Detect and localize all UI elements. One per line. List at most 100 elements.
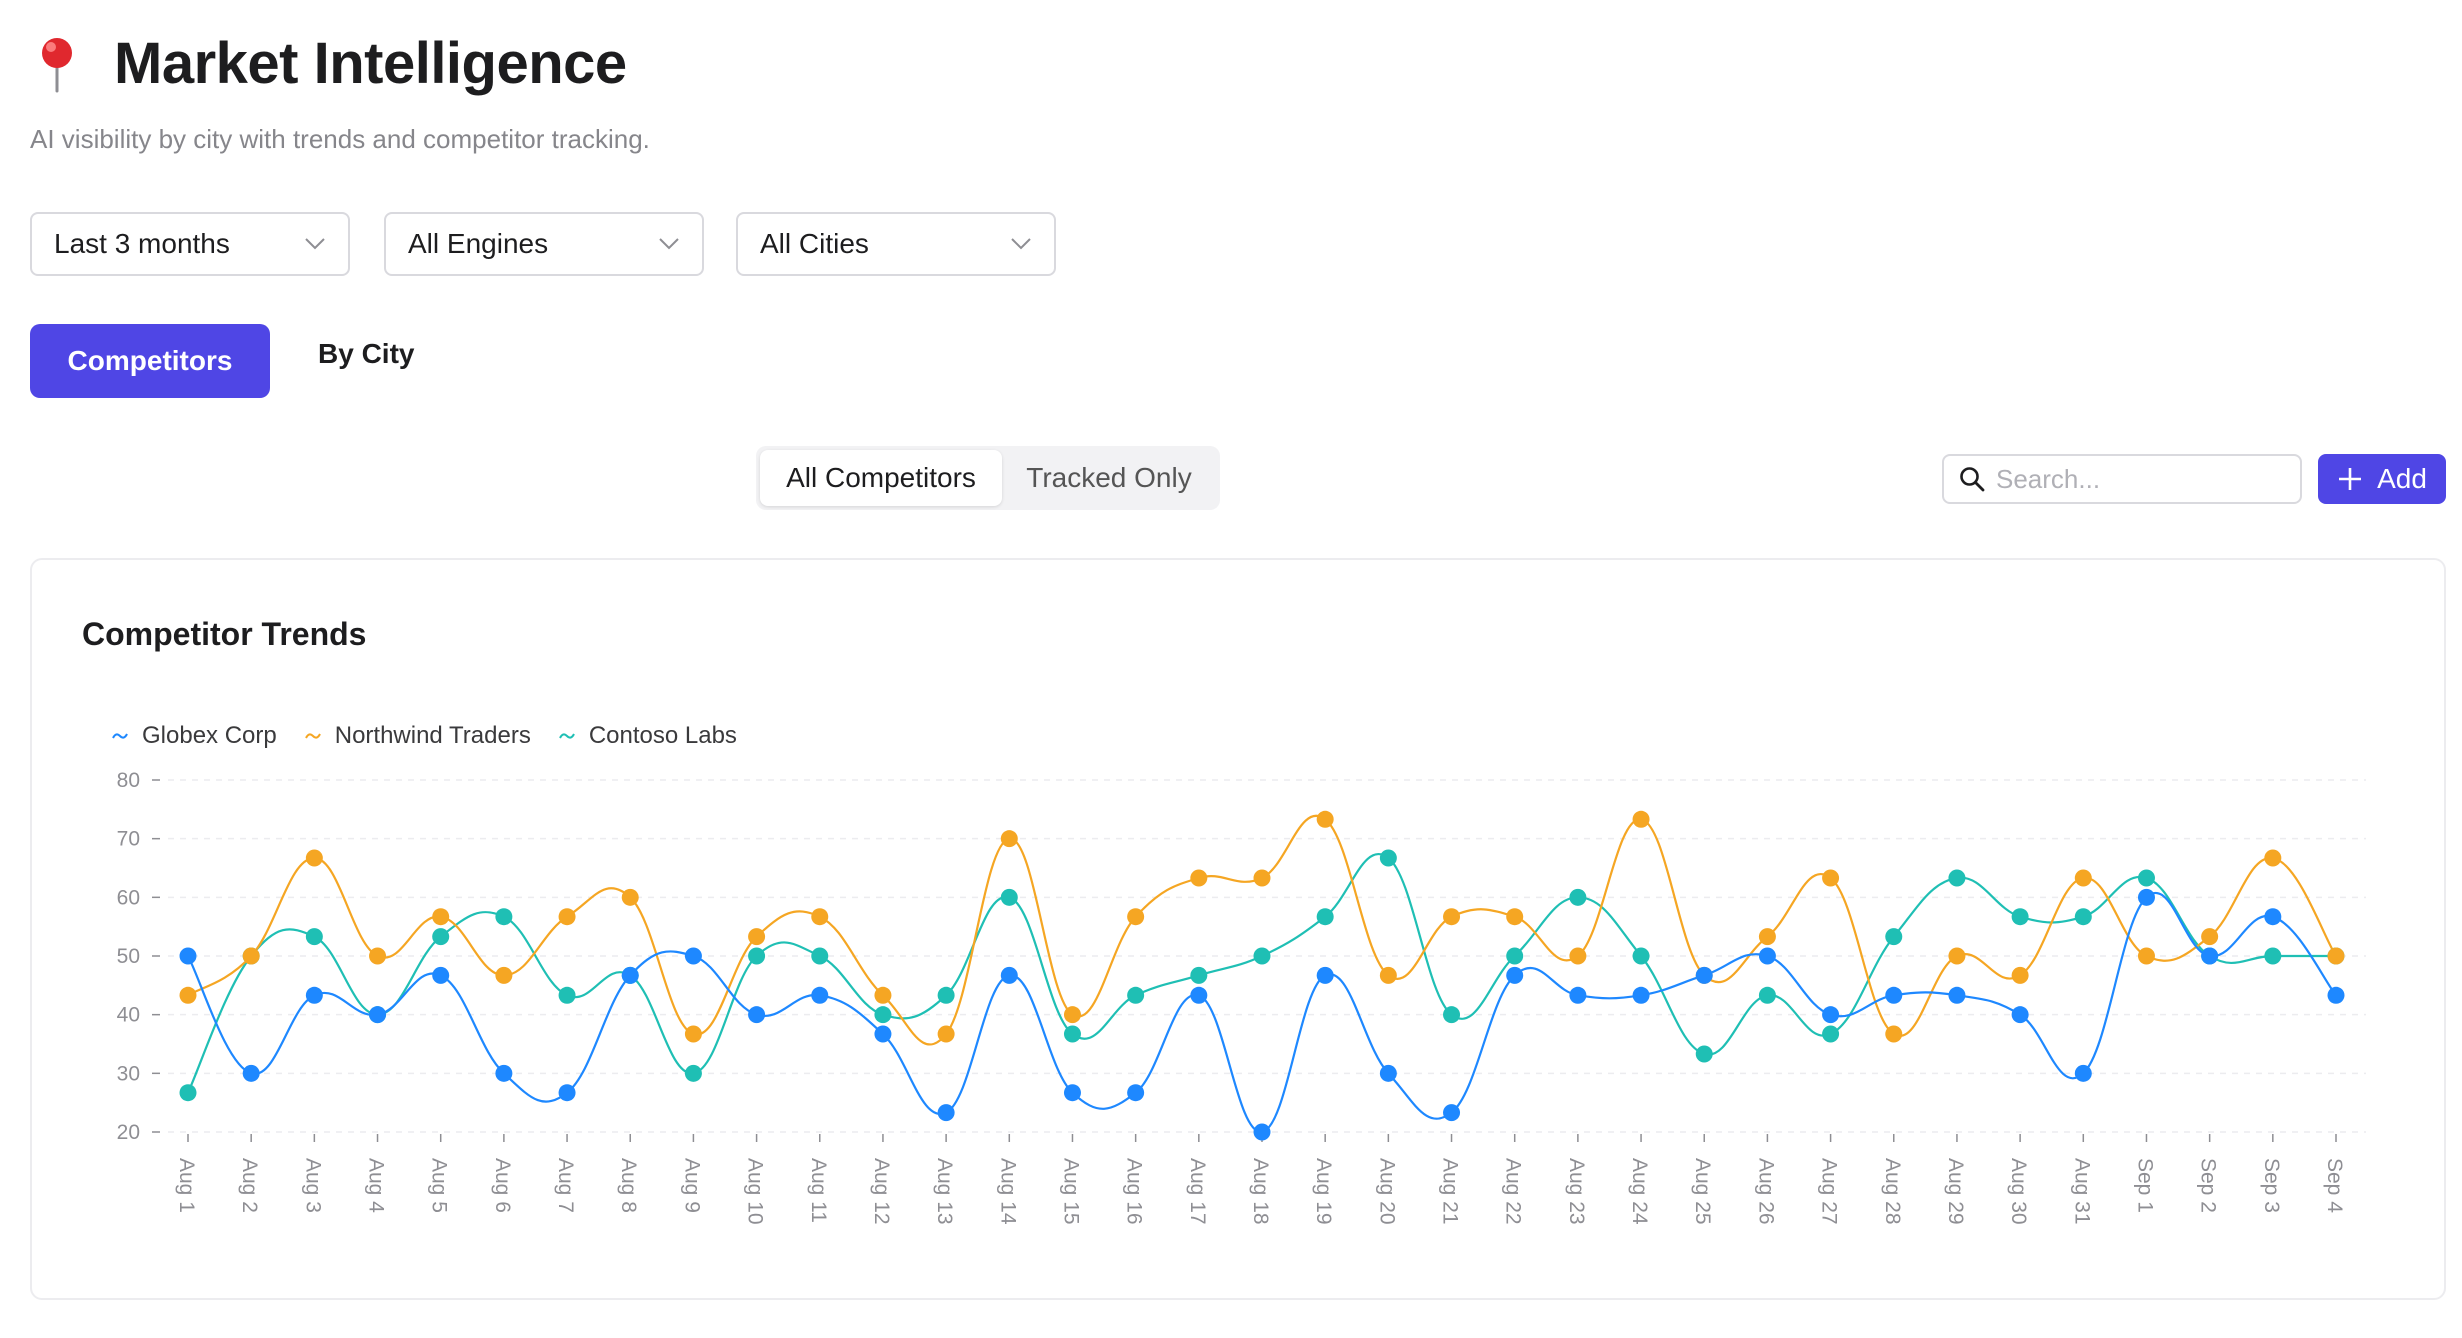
- data-point-1: [1190, 869, 1208, 887]
- data-point-0: [1253, 1123, 1271, 1141]
- x-tick-label: Aug 28: [1881, 1158, 1904, 1225]
- legend-label: Northwind Traders: [334, 722, 531, 749]
- series-line-0: [187, 892, 2337, 1134]
- data-point-1: [1000, 830, 1018, 848]
- period-select[interactable]: Last 3 months: [30, 212, 350, 276]
- data-point-0: [2137, 888, 2155, 906]
- chart-legend: Globex Corp Northwind Traders Contoso La…: [112, 722, 737, 750]
- x-tick-label: Aug 23: [1565, 1158, 1588, 1225]
- y-tick-label: 20: [117, 1121, 140, 1144]
- data-point-0: [242, 1064, 260, 1082]
- data-point-2: [1379, 849, 1397, 867]
- x-tick-label: Aug 26: [1754, 1158, 1777, 1225]
- engines-select[interactable]: All Engines: [384, 212, 704, 276]
- data-point-1: [874, 986, 892, 1004]
- cities-select-value: All Cities: [760, 228, 869, 259]
- header: Market Intelligence: [30, 30, 627, 97]
- cities-select[interactable]: All Cities: [736, 212, 1056, 276]
- data-point-1: [1443, 908, 1461, 926]
- legend-line-icon: [112, 733, 128, 739]
- x-tick-label: Aug 5: [428, 1158, 451, 1213]
- legend-item-globex[interactable]: Globex Corp: [112, 722, 277, 750]
- x-tick-label: Aug 24: [1628, 1158, 1651, 1225]
- data-point-1: [1569, 947, 1587, 965]
- data-point-1: [1506, 908, 1524, 926]
- data-point-1: [1316, 810, 1334, 828]
- x-tick-label: Sep 2: [2197, 1158, 2220, 1213]
- search-input[interactable]: [1996, 463, 2286, 495]
- data-point-1: [1948, 947, 1966, 965]
- data-point-0: [1632, 986, 1650, 1004]
- legend-item-contoso[interactable]: Contoso Labs: [558, 722, 737, 750]
- data-point-0: [684, 947, 702, 965]
- chevron-down-icon: [659, 238, 679, 250]
- data-point-0: [1443, 1104, 1461, 1122]
- x-tick-label: Aug 13: [933, 1158, 956, 1225]
- x-tick-label: Aug 22: [1502, 1158, 1525, 1225]
- data-point-0: [2074, 1064, 2092, 1082]
- data-point-2: [1253, 947, 1271, 965]
- x-tick-label: Aug 7: [554, 1158, 577, 1213]
- data-point-0: [2327, 986, 2345, 1004]
- data-point-2: [1190, 966, 1208, 984]
- segment-all-competitors[interactable]: All Competitors: [760, 450, 1002, 506]
- y-tick-label: 70: [117, 828, 140, 851]
- data-point-0: [305, 986, 323, 1004]
- data-point-1: [2327, 947, 2345, 965]
- data-point-0: [1316, 966, 1334, 984]
- data-point-2: [937, 986, 955, 1004]
- period-select-value: Last 3 months: [54, 228, 230, 259]
- page-subtitle: AI visibility by city with trends and co…: [30, 124, 650, 154]
- data-point-0: [1822, 1006, 1840, 1024]
- data-point-1: [558, 908, 576, 926]
- data-point-0: [179, 947, 197, 965]
- x-tick-label: Aug 2: [238, 1158, 261, 1213]
- segment-tracked-only[interactable]: Tracked Only: [1026, 462, 1192, 493]
- data-point-0: [811, 986, 829, 1004]
- y-tick-label: 30: [117, 1062, 140, 1085]
- x-tick-label: Aug 1: [175, 1158, 198, 1213]
- y-tick-label: 40: [117, 1004, 140, 1027]
- data-point-1: [937, 1025, 955, 1043]
- data-point-1: [369, 947, 387, 965]
- x-tick-label: Aug 6: [491, 1158, 514, 1213]
- data-point-0: [2011, 1006, 2029, 1024]
- x-tick-label: Aug 20: [1375, 1158, 1398, 1225]
- data-point-1: [1063, 1006, 1081, 1024]
- data-point-1: [2201, 928, 2219, 946]
- tab-competitors[interactable]: Competitors: [30, 324, 270, 398]
- engines-select-value: All Engines: [408, 228, 549, 259]
- x-tick-label: Aug 18: [1249, 1158, 1272, 1225]
- add-competitor-button[interactable]: Add: [2318, 454, 2446, 504]
- data-point-2: [1822, 1025, 1840, 1043]
- legend-item-northwind[interactable]: Northwind Traders: [304, 722, 531, 750]
- x-tick-label: Aug 15: [1059, 1158, 1082, 1225]
- tab-by-city[interactable]: By City: [318, 338, 415, 369]
- data-point-1: [432, 908, 450, 926]
- data-point-2: [305, 928, 323, 946]
- data-point-0: [1569, 986, 1587, 1004]
- data-point-1: [495, 966, 513, 984]
- legend-label: Contoso Labs: [588, 722, 737, 749]
- data-point-2: [2011, 908, 2029, 926]
- data-point-0: [1758, 947, 1776, 965]
- legend-label: Globex Corp: [142, 722, 277, 749]
- y-tick-label: 50: [117, 945, 140, 968]
- data-point-1: [811, 908, 829, 926]
- x-tick-label: Aug 4: [365, 1158, 388, 1213]
- x-tick-label: Aug 10: [744, 1158, 767, 1225]
- data-point-0: [432, 966, 450, 984]
- data-point-0: [621, 966, 639, 984]
- data-point-1: [305, 849, 323, 867]
- data-point-0: [1063, 1084, 1081, 1102]
- data-point-0: [1379, 1064, 1397, 1082]
- x-tick-label: Aug 31: [2070, 1158, 2093, 1225]
- data-point-2: [1885, 928, 1903, 946]
- data-point-2: [432, 928, 450, 946]
- x-tick-label: Aug 25: [1691, 1158, 1714, 1225]
- data-point-1: [1885, 1025, 1903, 1043]
- data-point-1: [179, 986, 197, 1004]
- data-point-2: [1948, 869, 1966, 887]
- data-point-1: [621, 888, 639, 906]
- search-box: [1942, 454, 2302, 504]
